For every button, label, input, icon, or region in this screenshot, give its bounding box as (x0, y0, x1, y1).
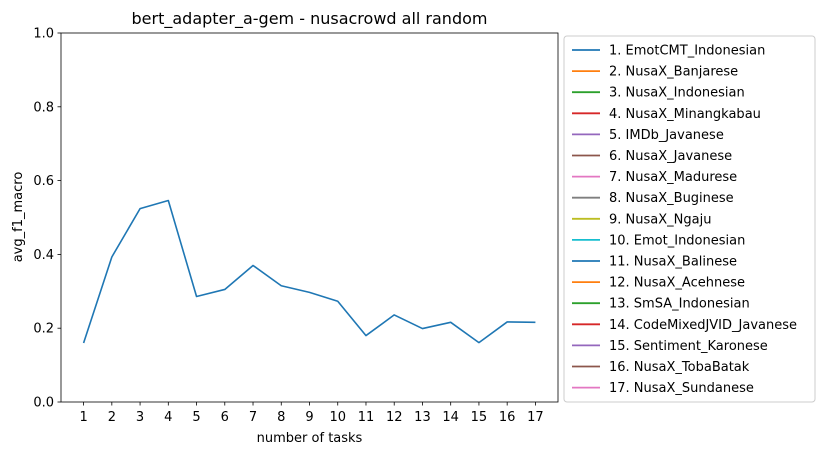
x-tick-label: 16 (499, 410, 516, 425)
x-tick-label: 1 (79, 410, 87, 425)
legend-label: 10. Emot_Indonesian (609, 233, 745, 248)
y-tick-label: 0.4 (33, 248, 54, 263)
series-group (82, 199, 536, 344)
x-tick-label: 10 (329, 410, 346, 425)
x-tick-label: 4 (164, 410, 172, 425)
x-tick-label: 15 (471, 410, 488, 425)
legend-label: 17. NusaX_Sundanese (609, 381, 754, 396)
legend-label: 5. IMDb_Javanese (609, 128, 724, 143)
x-tick-label: 11 (358, 410, 375, 425)
x-tick-label: 14 (442, 410, 459, 425)
x-tick-label: 7 (249, 410, 257, 425)
legend-label: 14. CodeMixedJVID_Javanese (609, 318, 797, 333)
x-tick-label: 8 (277, 410, 285, 425)
x-tick-label: 2 (108, 410, 116, 425)
chart-title: bert_adapter_a-gem - nusacrowd all rando… (132, 9, 488, 29)
x-tick-label: 3 (136, 410, 144, 425)
legend-label: 11. NusaX_Balinese (609, 255, 737, 270)
x-tick-label: 17 (527, 410, 544, 425)
x-tick-label: 6 (221, 410, 229, 425)
x-tick-label: 12 (386, 410, 403, 425)
y-tick-label: 0.0 (33, 396, 54, 411)
legend-label: 12. NusaX_Acehnese (609, 276, 745, 291)
legend-label: 3. NusaX_Indonesian (609, 86, 745, 101)
y-axis: 0.0 0.2 0.4 0.6 0.8 1.0 (33, 27, 61, 411)
legend-label: 15. Sentiment_Karonese (609, 339, 768, 354)
y-tick-label: 0.6 (33, 174, 54, 189)
x-tick-label: 9 (305, 410, 313, 425)
legend-label: 16. NusaX_TobaBatak (609, 360, 750, 375)
legend-label: 9. NusaX_Ngaju (609, 212, 711, 227)
legend-label: 8. NusaX_Buginese (609, 191, 734, 206)
legend-box (563, 35, 816, 403)
legend: 1. EmotCMT_Indonesian 2. NusaX_Banjarese 3… (563, 35, 816, 403)
legend-label: 6. NusaX_Javanese (609, 149, 732, 164)
legend-label: 2. NusaX_Banjarese (609, 65, 738, 80)
y-tick-label: 0.2 (33, 322, 54, 337)
legend-label: 13. SmSA_Indonesian (609, 297, 750, 312)
legend-label: 7. NusaX_Madurese (609, 170, 737, 185)
legend-label: 1. EmotCMT_Indonesian (609, 44, 765, 59)
x-tick-label: 13 (414, 410, 431, 425)
x-tick-label: 5 (192, 410, 200, 425)
y-tick-label: 1.0 (33, 27, 54, 42)
x-axis: 1 2 3 4 5 6 7 8 9 10 11 12 13 14 15 16 17 (79, 402, 544, 425)
y-tick-label: 0.8 (33, 100, 54, 115)
legend-label: 4. NusaX_Minangkabau (609, 107, 761, 122)
x-axis-label: number of tasks (257, 431, 363, 446)
y-axis-label: avg_f1_macro (11, 172, 26, 263)
